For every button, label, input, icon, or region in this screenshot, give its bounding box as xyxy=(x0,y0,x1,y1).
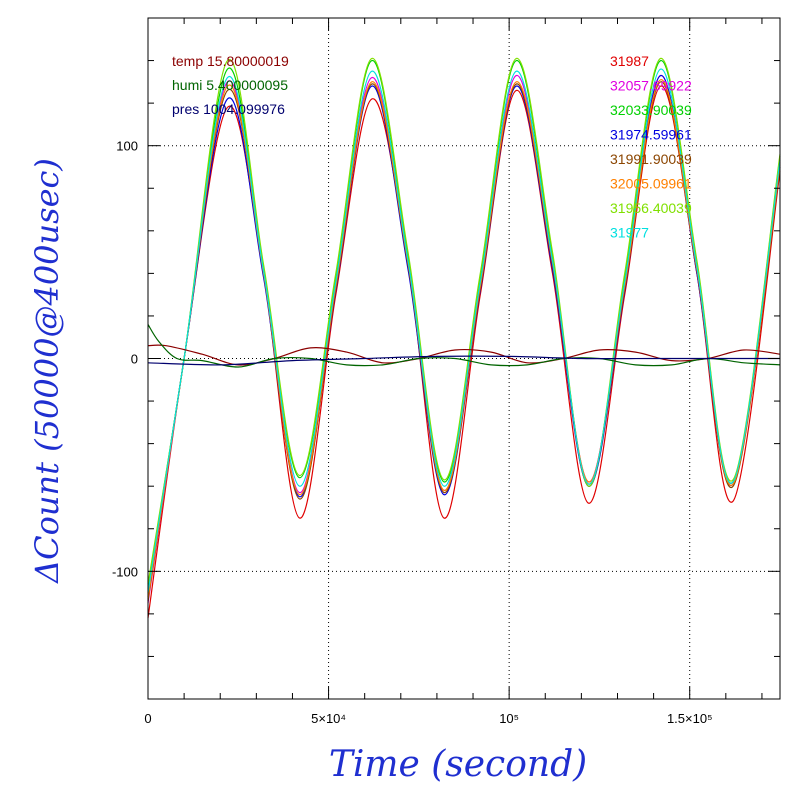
x-tick-label-1: 5×10⁴ xyxy=(311,711,346,726)
x-tick-label-0: 0 xyxy=(144,711,151,726)
legend: temp 15.80000019 humi 5.400000095 pres 100… xyxy=(172,53,692,241)
x-axis-title: Time (second) xyxy=(329,744,587,785)
series-line-8 xyxy=(147,344,781,366)
series-line-10 xyxy=(147,355,780,366)
legend-left-item-1: humi 5.400000095 xyxy=(172,77,288,93)
series-line-6 xyxy=(147,57,781,585)
series-line-9 xyxy=(147,324,781,368)
legend-right-item-0: 31987 xyxy=(610,53,649,69)
tick-labels: 0 5×10⁴ 10⁵ 1.5×10⁵ -100 0 100 xyxy=(112,139,713,726)
legend-left-item-2: pres 1004.099976 xyxy=(172,101,285,117)
legend-right-item-1: 32057.69922 xyxy=(610,78,692,94)
series-lines xyxy=(147,57,781,619)
y-axis-title: ΔCount (50000@400usec) xyxy=(28,158,66,585)
legend-right-item-3: 31974.59961 xyxy=(610,127,692,143)
legend-left-item-0: temp 15.80000019 xyxy=(172,53,289,69)
y-tick-label-0: -100 xyxy=(112,564,138,579)
x-tick-label-2: 10⁵ xyxy=(499,711,519,726)
x-tick-label-3: 1.5×10⁵ xyxy=(667,711,713,726)
series-line-7 xyxy=(147,68,781,593)
legend-right-item-6: 31956.40039 xyxy=(610,200,692,216)
legend-right-item-7: 31977 xyxy=(610,225,649,241)
y-tick-label-1: 0 xyxy=(131,352,138,367)
legend-right-item-5: 32005.09961 xyxy=(610,176,692,192)
axis-ticks xyxy=(147,17,780,700)
legend-right-item-4: 31991.90039 xyxy=(610,151,692,167)
y-tick-label-2: 100 xyxy=(116,139,138,154)
legend-right-item-2: 32033.90039 xyxy=(610,102,692,118)
